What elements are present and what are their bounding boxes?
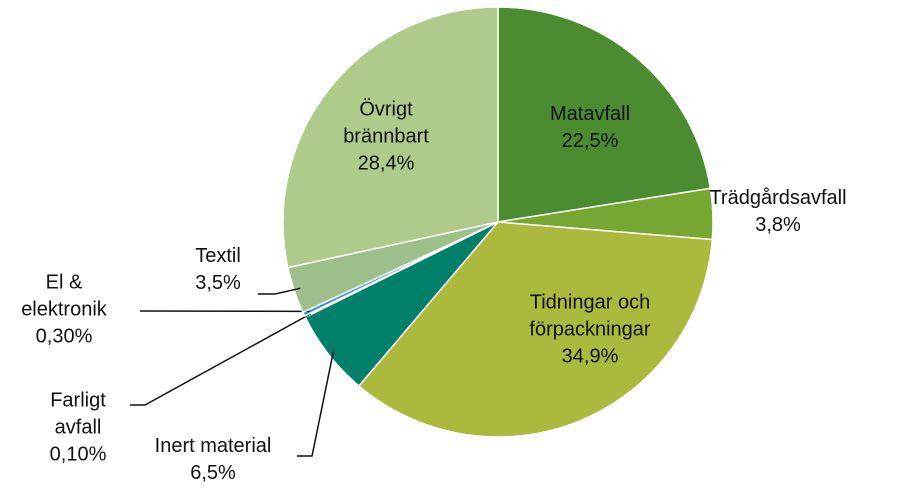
slice-label: El & elektronik 0,30% [4, 270, 124, 351]
category-label: Matavfall [549, 103, 631, 125]
leader-line [130, 313, 312, 406]
value-label: 28,4% [357, 152, 415, 175]
slice-label: Matavfall 22,5% [520, 101, 660, 155]
pie-slice [282, 6, 499, 269]
category-label: El & elektronik [21, 271, 107, 321]
slice-label: Trädgårdsavfall 3,8% [693, 185, 863, 239]
value-label: 22,5% [561, 130, 619, 152]
value-label: 0,10% [49, 443, 107, 466]
category-label: Tidningar och förpackningar [529, 291, 651, 341]
category-label: Inert material [154, 435, 272, 457]
category-label: Textil [195, 245, 241, 267]
slice-label: Tidningar och förpackningar 34,9% [490, 290, 690, 371]
value-label: 3,5% [195, 272, 241, 294]
leader-line [258, 287, 301, 295]
pie-slice [497, 6, 712, 223]
slice-label: Inert material 6,5% [123, 433, 303, 487]
slice-label: Farligt avfall 0,10% [33, 388, 123, 469]
pie-slice [357, 221, 714, 438]
value-label: 34,9% [561, 345, 619, 368]
slice-label: Övrigt brännbart 28,4% [316, 97, 456, 178]
category-label: Övrigt brännbart [343, 98, 429, 148]
category-label: Farligt avfall [50, 389, 106, 439]
value-label: 0,30% [35, 325, 93, 348]
leader-line [297, 350, 335, 457]
value-label: 3,8% [755, 214, 801, 236]
category-label: Trädgårdsavfall [709, 187, 847, 209]
value-label: 6,5% [190, 462, 236, 484]
slice-label: Textil 3,5% [173, 243, 263, 297]
